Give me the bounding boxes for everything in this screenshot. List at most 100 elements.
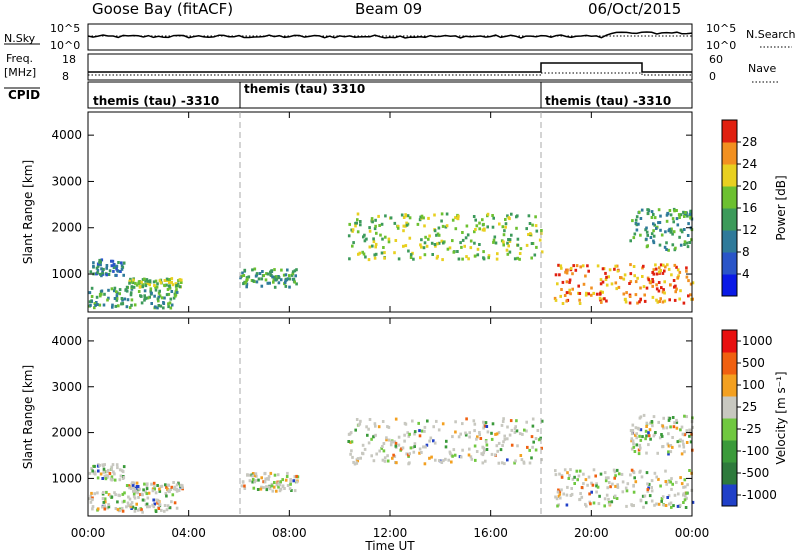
echo-cell [566, 268, 569, 272]
echo-cell [358, 251, 362, 255]
echo-cell [651, 280, 655, 284]
echo-cell [500, 423, 504, 427]
echo-cell [267, 475, 271, 479]
echo-cell [157, 507, 161, 510]
echo-cell [266, 477, 269, 481]
echo-cell [468, 447, 471, 451]
echo-cell [262, 480, 265, 484]
echo-cell [135, 485, 139, 488]
echo-cell [645, 237, 648, 241]
echo-cell [96, 303, 99, 306]
echo-cell [264, 278, 268, 282]
echo-cell [689, 440, 693, 444]
echo-cell [688, 469, 691, 472]
echo-cell [577, 291, 580, 295]
echo-cell [612, 468, 616, 472]
echo-cell [649, 437, 652, 441]
echo-cell [613, 494, 617, 498]
echo-cell [487, 254, 491, 258]
echo-cell [567, 477, 571, 480]
echo-cell [371, 220, 374, 224]
echo-cell [683, 433, 686, 437]
echo-cell [350, 440, 354, 444]
echo-cell [678, 503, 682, 507]
echo-cell [507, 216, 511, 220]
echo-cell [603, 497, 607, 501]
echo-cell [99, 263, 102, 267]
echo-cell [565, 280, 569, 284]
echo-cell [140, 301, 144, 305]
echo-cell [378, 224, 381, 227]
echo-cell [679, 428, 682, 432]
echo-cell [563, 294, 567, 297]
echo-cell [269, 471, 273, 475]
echo-cell [600, 300, 603, 304]
echo-cell [652, 239, 655, 243]
echo-cell [646, 212, 650, 215]
echo-cell [682, 493, 685, 497]
echo-cell [654, 267, 658, 271]
y-tick-label: 4000 [51, 128, 82, 142]
header-beam: Beam 09 [355, 0, 422, 18]
echo-cell [418, 451, 421, 455]
echo-cell [609, 485, 612, 489]
echo-cell [475, 437, 478, 441]
echo-cell [385, 438, 388, 442]
echo-cell [525, 227, 528, 231]
echo-cell [167, 302, 170, 306]
echo-cell [603, 471, 607, 475]
echo-cell [603, 297, 606, 301]
echo-cell [111, 305, 114, 309]
echo-cell [479, 437, 483, 440]
y-tick-label: 2000 [51, 426, 82, 440]
echo-cell [438, 459, 441, 463]
echo-cell [378, 449, 381, 453]
echo-cell [387, 438, 391, 442]
echo-cell [114, 304, 118, 308]
echo-cell [148, 505, 151, 509]
velocity-colorbar-label: Velocity [m s⁻¹] [774, 371, 788, 464]
echo-cell [352, 241, 355, 245]
x-tick-label: 00:00 [675, 526, 710, 540]
echo-cell [143, 294, 146, 298]
echo-cell [383, 251, 386, 255]
echo-cell [647, 486, 650, 490]
echo-cell [639, 498, 643, 502]
echo-cell [170, 290, 174, 293]
echo-cell [286, 268, 289, 272]
echo-cell [665, 241, 668, 245]
echo-cell [420, 214, 424, 218]
echo-cell [653, 471, 657, 475]
echo-cell [596, 485, 600, 489]
echo-cell [375, 452, 378, 456]
echo-cell [671, 436, 674, 439]
echo-cell [260, 277, 264, 281]
echo-cell [482, 222, 485, 226]
echo-cell [169, 488, 172, 491]
echo-cell [563, 468, 567, 472]
echo-cell [154, 285, 157, 289]
echo-cell [565, 493, 569, 497]
echo-cell [659, 214, 662, 218]
echo-cell [685, 491, 688, 495]
echo-cell [450, 460, 453, 464]
echo-cell [481, 218, 484, 222]
echo-cell [288, 274, 291, 278]
echo-cell [152, 498, 155, 502]
nsearch-label: N.Search [746, 28, 796, 41]
echo-cell [503, 437, 507, 441]
echo-cell [577, 474, 581, 478]
echo-cell [127, 495, 130, 499]
echo-cell [105, 264, 109, 267]
echo-cell [170, 277, 174, 281]
echo-cell [132, 278, 135, 282]
colorbar-tick-label: 8 [742, 245, 750, 259]
nsky-panel: N.Sky 10^5 10^0 10^5 10^0 N.Search [4, 22, 796, 52]
colorbar-swatch [722, 484, 737, 507]
echo-cell [569, 266, 573, 270]
echo-cell [348, 257, 351, 261]
echo-cell [676, 504, 680, 508]
echo-cell [559, 294, 562, 298]
echo-cell [457, 435, 461, 439]
echo-cell [566, 485, 569, 489]
